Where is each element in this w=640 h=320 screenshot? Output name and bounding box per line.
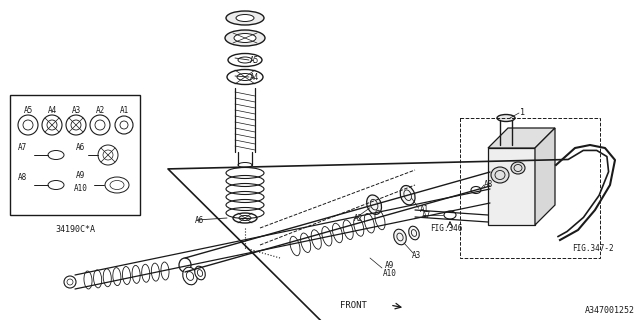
- Ellipse shape: [226, 11, 264, 25]
- Text: A4: A4: [47, 106, 56, 115]
- Text: A3: A3: [72, 106, 81, 115]
- Text: A7: A7: [18, 142, 28, 151]
- Text: A10: A10: [383, 268, 397, 277]
- Text: A10: A10: [74, 183, 88, 193]
- Ellipse shape: [367, 195, 381, 214]
- Text: FRONT: FRONT: [340, 300, 367, 309]
- Ellipse shape: [491, 167, 509, 183]
- Text: A8: A8: [18, 172, 28, 181]
- Text: A347001252: A347001252: [585, 306, 635, 315]
- Ellipse shape: [183, 267, 197, 285]
- Polygon shape: [488, 148, 535, 225]
- Ellipse shape: [225, 30, 265, 46]
- Text: A1: A1: [420, 205, 429, 214]
- Ellipse shape: [400, 186, 415, 205]
- Polygon shape: [488, 128, 555, 148]
- Ellipse shape: [497, 115, 515, 122]
- Text: A6: A6: [76, 142, 85, 151]
- Text: 34190C*A: 34190C*A: [55, 225, 95, 234]
- Ellipse shape: [227, 69, 263, 84]
- Text: A7: A7: [422, 211, 431, 220]
- Text: A3: A3: [412, 251, 421, 260]
- Bar: [460, 118, 600, 258]
- Text: A4: A4: [250, 73, 259, 82]
- Ellipse shape: [394, 229, 406, 245]
- Ellipse shape: [409, 226, 419, 240]
- Text: A9: A9: [76, 171, 85, 180]
- Ellipse shape: [234, 34, 256, 43]
- Text: A6: A6: [195, 215, 204, 225]
- Text: A2: A2: [354, 214, 364, 223]
- Text: A1: A1: [120, 106, 129, 115]
- Text: A5: A5: [24, 106, 33, 115]
- Ellipse shape: [195, 266, 205, 280]
- Text: FIG.347-2: FIG.347-2: [572, 244, 614, 252]
- Text: A9: A9: [385, 260, 394, 269]
- Text: A2: A2: [95, 106, 104, 115]
- Text: 1: 1: [520, 108, 525, 116]
- Text: A5: A5: [250, 55, 259, 65]
- Ellipse shape: [497, 141, 515, 148]
- Text: FIG.346: FIG.346: [430, 223, 462, 233]
- Ellipse shape: [236, 14, 254, 21]
- Ellipse shape: [511, 162, 525, 174]
- Polygon shape: [535, 128, 555, 225]
- Text: A8: A8: [484, 180, 493, 188]
- Ellipse shape: [228, 53, 262, 67]
- Bar: [10, 95, 140, 215]
